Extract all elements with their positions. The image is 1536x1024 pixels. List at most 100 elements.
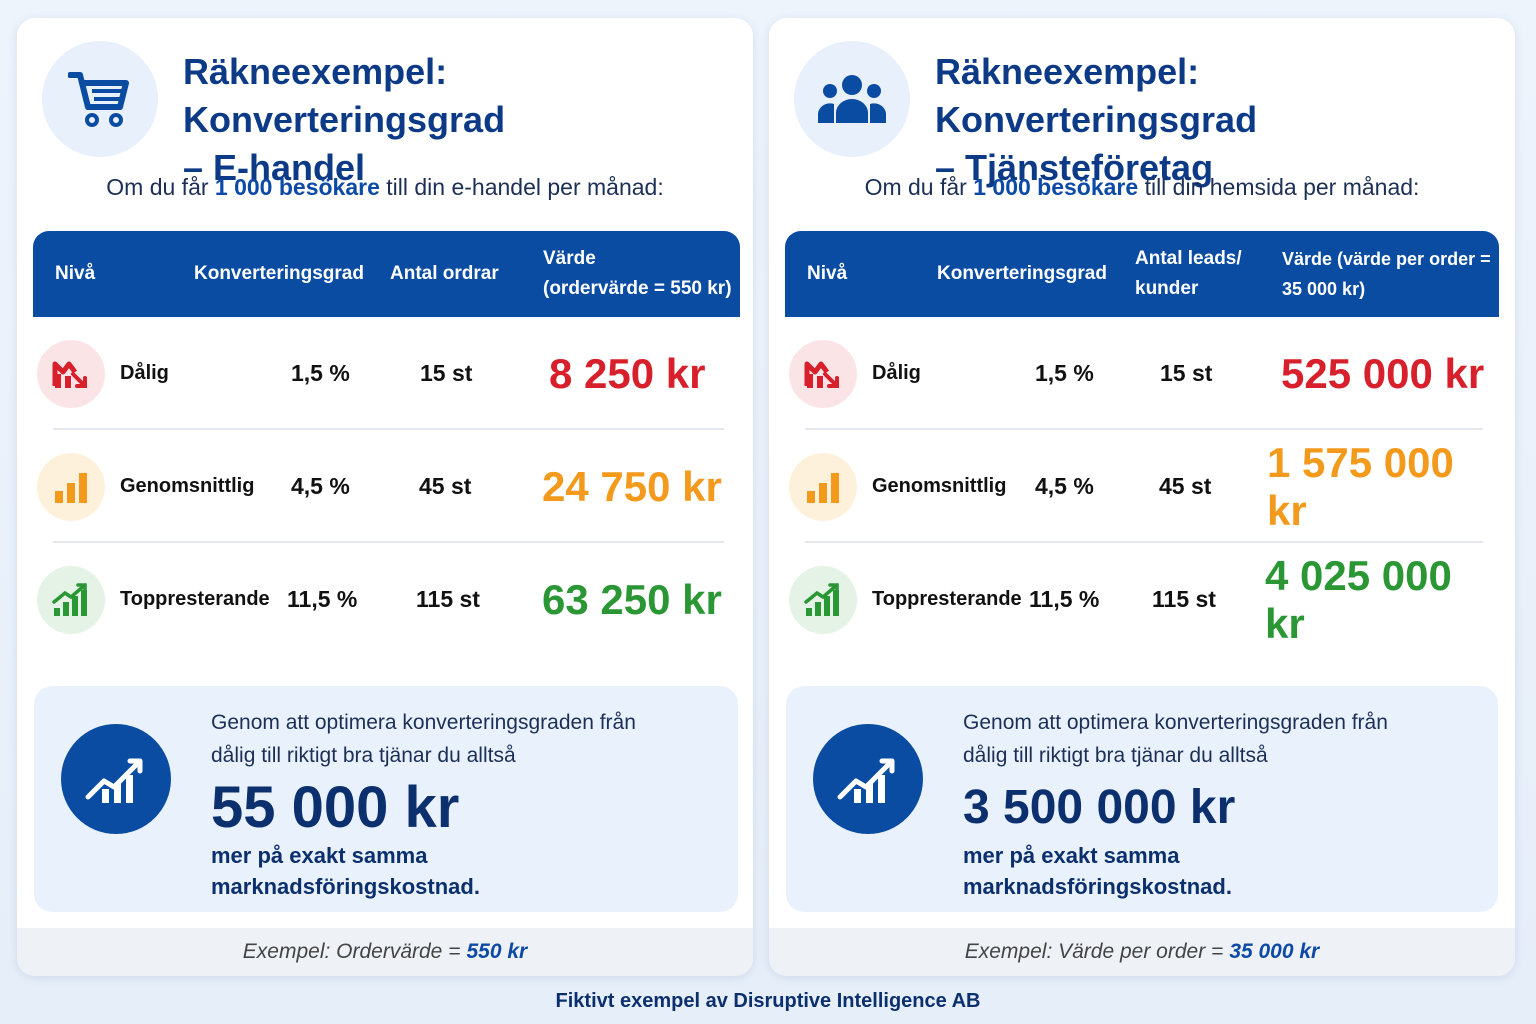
cart-icon [42, 41, 158, 157]
row-count: 45 st [419, 473, 472, 499]
row-rate: 1,5 % [1035, 360, 1094, 386]
tjanste-card: Räkneexempel: Konverteringsgrad – Tjänst… [769, 18, 1515, 976]
summary-line-1: Genom att optimera konverteringsgraden f… [963, 711, 1388, 734]
summary-text: Genom att optimera konverteringsgraden f… [963, 706, 1483, 772]
growth-chart-icon [61, 724, 171, 834]
col-value-line2: 35 000 kr) [1282, 279, 1366, 299]
col-rate: Konverteringsgrad [937, 263, 1107, 284]
trend-up-icon [789, 566, 857, 634]
title-line-2: – E-handel [183, 147, 366, 188]
bar-chart-icon [37, 453, 105, 521]
row-level: Genomsnittlig [120, 475, 255, 497]
row-divider [53, 428, 724, 430]
summary-box: Genom att optimera konverteringsgraden f… [786, 686, 1498, 912]
summary-line-2: dålig till riktigt bra tjänar du alltså [963, 744, 1268, 767]
table-row: Genomsnittlig 4,5 % 45 st 1 575 000 kr [785, 430, 1499, 543]
table-row: Dålig 1,5 % 15 st 525 000 kr [785, 317, 1499, 430]
col-count: Antal leads/ kunder [1135, 231, 1242, 317]
row-count: 115 st [416, 586, 480, 612]
conversion-table: Nivå Konverteringsgrad Antal leads/ kund… [785, 231, 1499, 656]
row-rate: 1,5 % [291, 360, 350, 386]
row-level: Genomsnittlig [872, 475, 1007, 497]
growth-chart-icon [813, 724, 923, 834]
conversion-table: Nivå Konverteringsgrad Antal ordrar Värd… [33, 231, 740, 656]
intro-pre: Om du får [106, 174, 209, 200]
summary-text: Genom att optimera konverteringsgraden f… [211, 706, 731, 772]
row-rate: 11,5 % [287, 586, 358, 612]
summary-line-1: Genom att optimera konverteringsgraden f… [211, 711, 636, 734]
row-divider [805, 541, 1483, 543]
col-value: Värde (värde per order = 35 000 kr) [1282, 231, 1491, 317]
row-level: Dålig [120, 362, 169, 384]
footer-label: Exempel: Värde per order = [964, 940, 1224, 963]
intro-post: till din e-handel per månad: [386, 174, 664, 200]
row-level: Toppresterande [872, 588, 1022, 610]
row-divider [805, 428, 1483, 430]
credit-text: Fiktivt exempel av Disruptive Intelligen… [555, 990, 981, 1012]
row-value: 525 000 kr [1281, 349, 1485, 397]
people-group-icon [794, 41, 910, 157]
col-value-line1: Värde [543, 248, 596, 269]
row-value: 24 750 kr [542, 462, 722, 510]
col-rate: Konverteringsgrad [194, 263, 364, 284]
row-rate: 4,5 % [291, 473, 350, 499]
table-header: Nivå Konverteringsgrad Antal ordrar Värd… [33, 231, 740, 317]
example-footer: Exempel: Värde per order = 35 000 kr [769, 928, 1515, 976]
table-row: Toppresterande 11,5 % 115 st 4 025 000 k… [785, 543, 1499, 656]
summary-note-line-2: marknadsföringskostnad. [211, 874, 480, 899]
intro-highlight: 1 000 besökare [973, 174, 1139, 200]
card-title: Räkneexempel: Konverteringsgrad – Tjänst… [935, 48, 1495, 192]
trend-up-icon [37, 566, 105, 634]
col-count-line2: kunder [1135, 278, 1199, 299]
row-level: Dålig [872, 362, 921, 384]
row-count: 15 st [1160, 360, 1213, 386]
col-level: Nivå [55, 263, 96, 284]
col-level: Nivå [807, 263, 848, 284]
summary-note: mer på exakt samma marknadsföringskostna… [211, 840, 611, 902]
card-title: Räkneexempel: Konverteringsgrad – E-hand… [183, 48, 743, 192]
intro-post: till din hemsida per månad: [1144, 174, 1420, 200]
summary-line-2: dålig till riktigt bra tjänar du alltså [211, 744, 516, 767]
col-value-line2: (ordervärde = 550 kr) [543, 278, 732, 299]
table-row: Toppresterande 11,5 % 115 st 63 250 kr [33, 543, 740, 656]
intro-highlight: 1 000 besökare [214, 174, 380, 200]
summary-note-line-1: mer på exakt samma [211, 843, 428, 868]
summary-amount: 55 000 kr [211, 775, 460, 840]
ehandel-card: Räkneexempel: Konverteringsgrad – E-hand… [17, 18, 753, 976]
example-footer: Exempel: Ordervärde = 550 kr [17, 928, 753, 976]
table-row: Genomsnittlig 4,5 % 45 st 24 750 kr [33, 430, 740, 543]
row-value: 8 250 kr [549, 349, 706, 397]
intro-pre: Om du får [864, 174, 967, 200]
row-value: 1 575 000 kr [1267, 438, 1454, 534]
intro-text: Om du får 1 000 besökare till din e-hand… [17, 174, 753, 201]
title-line-1: Räkneexempel: Konverteringsgrad [183, 51, 506, 140]
trend-down-icon [37, 340, 105, 408]
row-level: Toppresterande [120, 588, 270, 610]
row-rate: 4,5 % [1035, 473, 1094, 499]
col-count-line1: Antal leads/ [1135, 248, 1242, 269]
title-line-2: – Tjänsteföretag [935, 147, 1214, 188]
row-divider [53, 541, 724, 543]
summary-note-line-1: mer på exakt samma [963, 843, 1180, 868]
title-line-1: Räkneexempel: Konverteringsgrad [935, 51, 1258, 140]
col-count-line1: Antal ordrar [390, 263, 499, 284]
col-value: Värde (ordervärde = 550 kr) [543, 231, 732, 317]
row-rate: 11,5 % [1029, 586, 1100, 612]
row-count: 45 st [1159, 473, 1212, 499]
row-count: 115 st [1152, 586, 1216, 612]
intro-text: Om du får 1 000 besökare till din hemsid… [769, 174, 1515, 201]
row-value: 4 025 000 kr [1265, 551, 1452, 647]
footer-value: 550 kr [466, 940, 528, 963]
col-value-line1: Värde (värde per order = [1282, 249, 1491, 269]
footer-label: Exempel: Ordervärde = [242, 940, 461, 963]
summary-box: Genom att optimera konverteringsgraden f… [34, 686, 738, 912]
row-value: 63 250 kr [542, 575, 722, 623]
summary-amount: 3 500 000 kr [963, 781, 1236, 834]
table-row: Dålig 1,5 % 15 st 8 250 kr [33, 317, 740, 430]
trend-down-icon [789, 340, 857, 408]
summary-note: mer på exakt samma marknadsföringskostna… [963, 840, 1363, 902]
bar-chart-icon [789, 453, 857, 521]
row-count: 15 st [420, 360, 473, 386]
table-header: Nivå Konverteringsgrad Antal leads/ kund… [785, 231, 1499, 317]
summary-note-line-2: marknadsföringskostnad. [963, 874, 1232, 899]
